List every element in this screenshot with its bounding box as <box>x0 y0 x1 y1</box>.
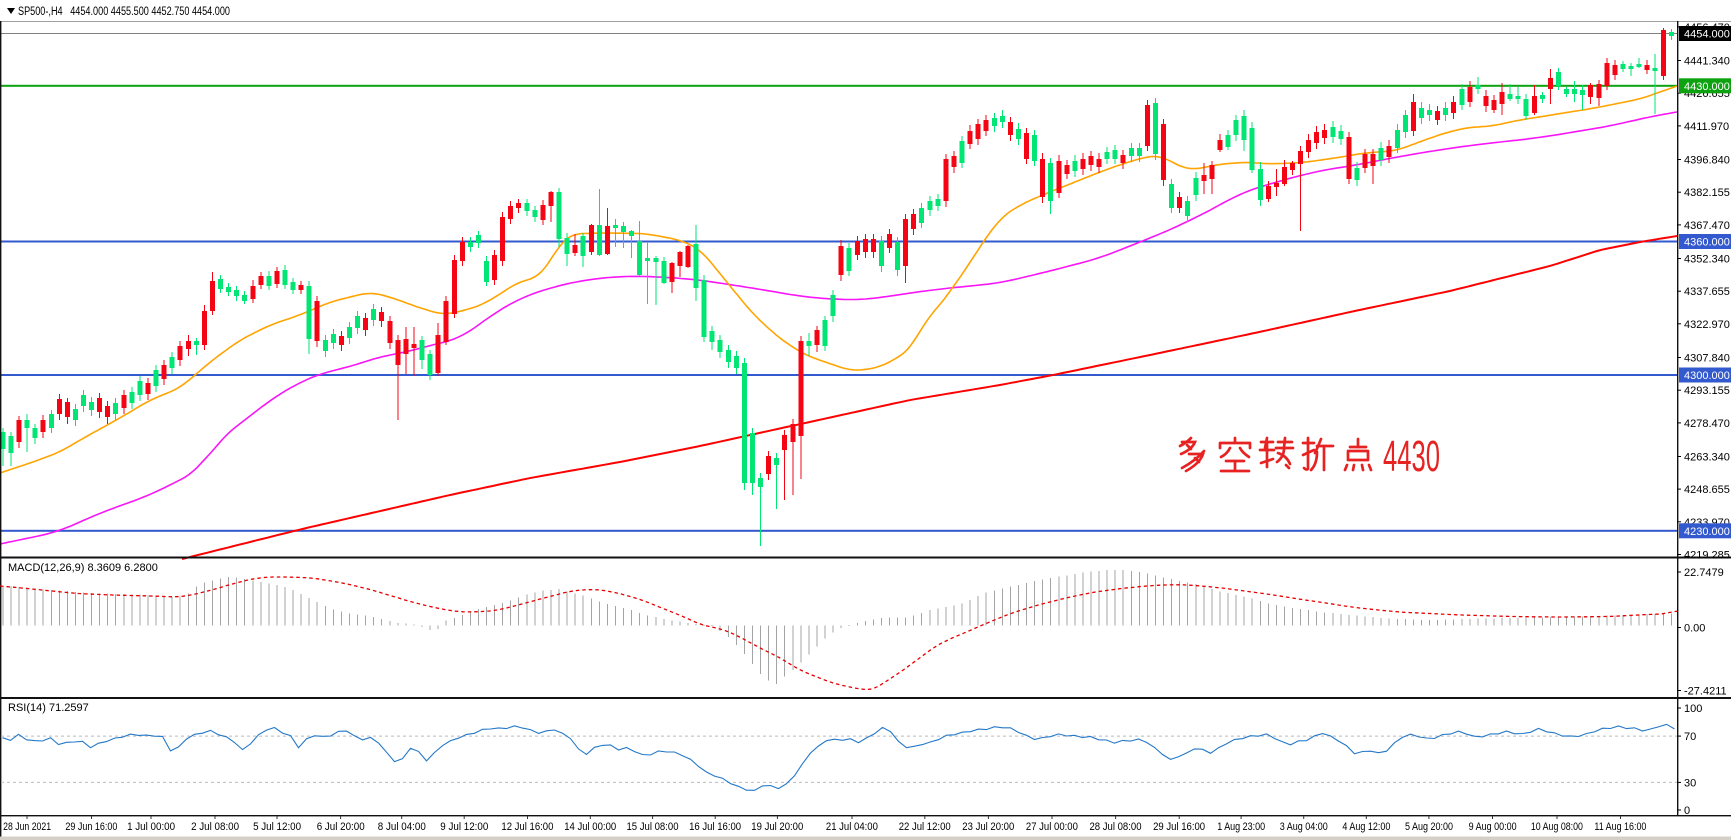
svg-text:4293.155: 4293.155 <box>1684 385 1730 397</box>
svg-text:4411.970: 4411.970 <box>1684 121 1729 133</box>
svg-text:4263.340: 4263.340 <box>1684 452 1730 464</box>
svg-text:3 Aug 04:00: 3 Aug 04:00 <box>1280 821 1328 833</box>
svg-text:15 Jul 08:00: 15 Jul 08:00 <box>627 821 679 833</box>
svg-text:28 Jun 2021: 28 Jun 2021 <box>3 821 51 833</box>
svg-text:4 Aug 12:00: 4 Aug 12:00 <box>1342 821 1390 833</box>
svg-text:29 Jul 16:00: 29 Jul 16:00 <box>1153 821 1205 833</box>
svg-text:28 Jul 08:00: 28 Jul 08:00 <box>1090 821 1142 833</box>
svg-text:4307.840: 4307.840 <box>1684 353 1730 365</box>
svg-text:9 Jul 12:00: 9 Jul 12:00 <box>440 821 488 833</box>
svg-text:MACD(12,26,9) 8.3609 6.2800: MACD(12,26,9) 8.3609 6.2800 <box>8 562 158 574</box>
svg-text:4396.840: 4396.840 <box>1684 155 1730 167</box>
svg-text:4441.340: 4441.340 <box>1684 56 1730 68</box>
svg-text:9 Aug 00:00: 9 Aug 00:00 <box>1469 821 1517 833</box>
svg-text:1 Aug 23:00: 1 Aug 23:00 <box>1217 821 1265 833</box>
svg-text:16 Jul 16:00: 16 Jul 16:00 <box>689 821 741 833</box>
svg-text:5 Jul 12:00: 5 Jul 12:00 <box>253 821 301 833</box>
svg-text:100: 100 <box>1684 703 1702 715</box>
svg-text:4300.000: 4300.000 <box>1684 370 1730 382</box>
svg-text:23 Jul 20:00: 23 Jul 20:00 <box>962 821 1014 833</box>
svg-text:4322.970: 4322.970 <box>1684 319 1730 331</box>
svg-text:-27.4211: -27.4211 <box>1684 686 1727 698</box>
svg-text:19 Jul 20:00: 19 Jul 20:00 <box>751 821 803 833</box>
svg-text:30: 30 <box>1684 777 1696 789</box>
svg-text:22 Jul 12:00: 22 Jul 12:00 <box>899 821 951 833</box>
svg-text:4248.655: 4248.655 <box>1684 484 1730 496</box>
svg-text:4430: 4430 <box>1383 432 1440 481</box>
svg-text:14 Jul 00:00: 14 Jul 00:00 <box>564 821 616 833</box>
svg-text:RSI(14) 71.2597: RSI(14) 71.2597 <box>8 702 89 714</box>
svg-text:11 Aug 16:00: 11 Aug 16:00 <box>1594 821 1646 833</box>
svg-text:2 Jul 08:00: 2 Jul 08:00 <box>191 821 239 833</box>
svg-text:4382.155: 4382.155 <box>1684 187 1730 199</box>
svg-text:1 Jul 00:00: 1 Jul 00:00 <box>127 821 175 833</box>
svg-text:SP500-,H4 4454.000 4455.500: SP500-,H4 4454.000 4455.500 4452.750 445… <box>18 6 230 18</box>
svg-text:4367.470: 4367.470 <box>1684 220 1730 232</box>
svg-text:4430.000: 4430.000 <box>1684 81 1730 93</box>
svg-text:4360.000: 4360.000 <box>1684 237 1730 249</box>
svg-text:5 Aug 20:00: 5 Aug 20:00 <box>1405 821 1453 833</box>
svg-text:4454.000: 4454.000 <box>1684 29 1730 41</box>
svg-text:27 Jul 00:00: 27 Jul 00:00 <box>1026 821 1078 833</box>
svg-text:29 Jun 16:00: 29 Jun 16:00 <box>65 821 117 833</box>
svg-text:0.00: 0.00 <box>1684 623 1705 635</box>
svg-text:4219.285: 4219.285 <box>1684 550 1730 562</box>
svg-text:70: 70 <box>1684 731 1696 743</box>
svg-text:8 Jul 04:00: 8 Jul 04:00 <box>378 821 426 833</box>
svg-text:10 Aug 08:00: 10 Aug 08:00 <box>1531 821 1583 833</box>
svg-text:12 Jul 16:00: 12 Jul 16:00 <box>501 821 553 833</box>
svg-text:22.7479: 22.7479 <box>1684 567 1724 579</box>
svg-text:21 Jul 04:00: 21 Jul 04:00 <box>826 821 878 833</box>
svg-text:4337.655: 4337.655 <box>1684 286 1730 298</box>
svg-text:4352.340: 4352.340 <box>1684 254 1730 266</box>
svg-text:4230.000: 4230.000 <box>1684 526 1730 538</box>
svg-text:6 Jul 20:00: 6 Jul 20:00 <box>317 821 365 833</box>
svg-text:0: 0 <box>1684 805 1690 817</box>
svg-text:4278.470: 4278.470 <box>1684 418 1730 430</box>
